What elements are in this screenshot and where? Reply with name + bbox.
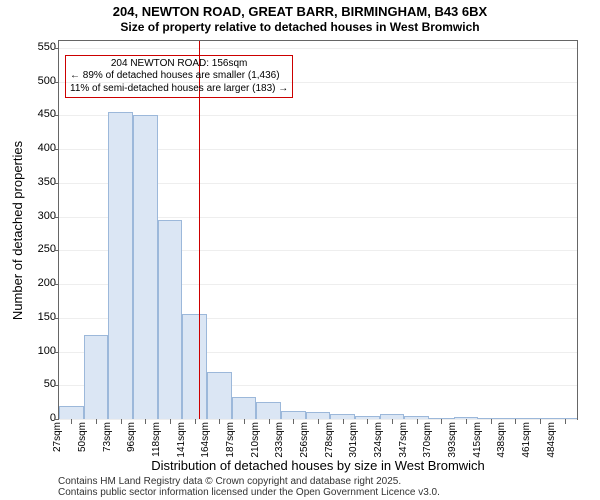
annotation-line3: 11% of semi-detached houses are larger (… — [70, 83, 288, 96]
histogram-bar — [232, 397, 257, 419]
y-tick-label: 250 — [26, 243, 56, 255]
y-tick-label: 150 — [26, 311, 56, 323]
y-tickmark — [54, 82, 59, 83]
y-tick-label: 350 — [26, 176, 56, 188]
x-tick-label: 484sqm — [546, 422, 582, 458]
y-tick-label: 500 — [26, 75, 56, 87]
histogram-bar — [133, 115, 158, 419]
annotation-box: 204 NEWTON ROAD: 156sqm← 89% of detached… — [65, 55, 293, 99]
histogram-bar — [306, 412, 331, 419]
y-tickmark — [54, 385, 59, 386]
y-tickmark — [54, 419, 59, 420]
y-tickmark — [54, 48, 59, 49]
annotation-line1: 204 NEWTON ROAD: 156sqm — [70, 58, 288, 71]
y-tick-label: 450 — [26, 108, 56, 120]
y-tickmark — [54, 149, 59, 150]
chart-title: 204, NEWTON ROAD, GREAT BARR, BIRMINGHAM… — [0, 4, 600, 20]
y-tick-label: 100 — [26, 345, 56, 357]
histogram-bar — [256, 402, 281, 419]
chart-subtitle: Size of property relative to detached ho… — [0, 20, 600, 34]
y-tickmark — [54, 115, 59, 116]
plot-area: 204 NEWTON ROAD: 156sqm← 89% of detached… — [58, 40, 578, 420]
y-tickmark — [54, 217, 59, 218]
gridline — [59, 48, 577, 49]
y-tick-label: 550 — [26, 41, 56, 53]
x-axis-ticks: 27sqm50sqm73sqm96sqm118sqm141sqm164sqm18… — [58, 422, 578, 458]
y-tickmark — [54, 318, 59, 319]
x-axis-label: Distribution of detached houses by size … — [58, 458, 578, 473]
histogram-bar — [281, 411, 306, 419]
histogram-bar — [207, 372, 232, 419]
histogram-bar — [84, 335, 109, 419]
footnote-line1: Contains HM Land Registry data © Crown c… — [58, 476, 440, 487]
footnote: Contains HM Land Registry data © Crown c… — [58, 476, 440, 498]
y-tick-label: 300 — [26, 210, 56, 222]
y-tick-label: 200 — [26, 277, 56, 289]
y-tickmark — [54, 183, 59, 184]
footnote-line2: Contains public sector information licen… — [58, 487, 440, 498]
histogram-bar — [158, 220, 183, 419]
y-tick-label: 400 — [26, 142, 56, 154]
histogram-bar — [108, 112, 133, 419]
chart-container: 204, NEWTON ROAD, GREAT BARR, BIRMINGHAM… — [0, 0, 600, 500]
y-axis-ticks: 050100150200250300350400450500550 — [26, 40, 56, 420]
y-tickmark — [54, 284, 59, 285]
histogram-bar — [182, 314, 207, 419]
annotation-line2: ← 89% of detached houses are smaller (1,… — [70, 70, 288, 83]
histogram-bar — [59, 406, 84, 420]
y-tickmark — [54, 352, 59, 353]
y-tickmark — [54, 250, 59, 251]
y-tick-label: 50 — [26, 378, 56, 390]
y-axis-label: Number of detached properties — [10, 40, 26, 420]
